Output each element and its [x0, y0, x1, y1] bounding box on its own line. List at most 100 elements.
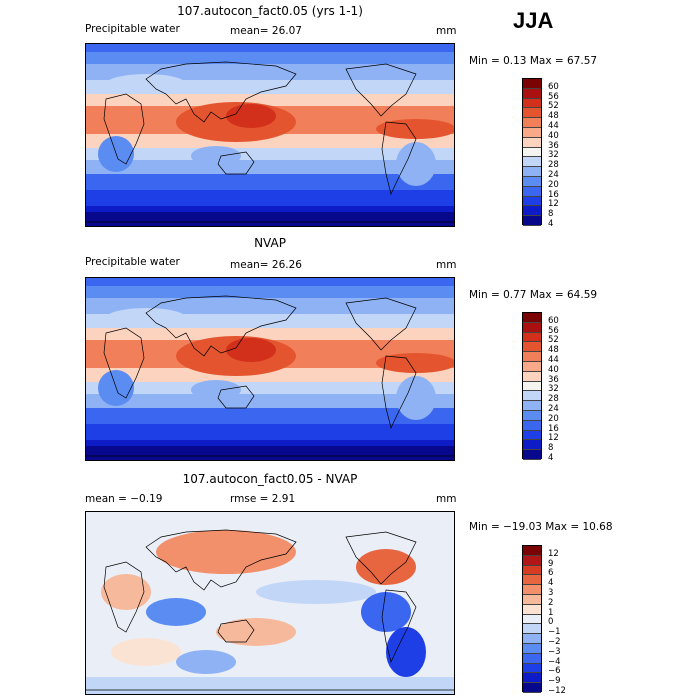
colorbar-tick-label: 3 — [548, 588, 554, 598]
panel2-map — [85, 277, 455, 461]
field-blob — [191, 380, 241, 400]
field-blob — [396, 376, 436, 420]
panel3-minmax: Min = −19.03 Max = 10.68 — [469, 521, 613, 533]
field-blob — [216, 618, 296, 646]
field-blob — [101, 574, 151, 610]
coastline — [381, 355, 417, 430]
panel1-map-svg — [86, 44, 454, 226]
colorbar-swatch — [523, 653, 541, 664]
field-band — [86, 44, 454, 52]
panel3-field — [86, 512, 454, 694]
panel1-units: mm — [436, 25, 457, 37]
panel2-mean-label: mean= 26.26 — [230, 259, 302, 271]
colorbar-tick-label: 8 — [548, 443, 554, 454]
panel3-mean-label: mean = −0.19 — [85, 493, 163, 505]
colorbar-swatch — [523, 196, 541, 207]
colorbar-swatch — [523, 361, 541, 372]
panel1-mean-label: mean= 26.07 — [230, 25, 302, 37]
colorbar-swatch — [523, 614, 541, 625]
colorbar-swatch — [523, 186, 541, 197]
colorbar-swatch — [523, 673, 541, 684]
field-band — [86, 298, 454, 314]
panel1-field — [86, 44, 454, 226]
colorbar-tick-label: −4 — [548, 656, 561, 667]
colorbar-swatch — [523, 147, 541, 158]
panel2-minmax: Min = 0.77 Max = 64.59 — [469, 289, 598, 301]
coastline — [217, 151, 255, 175]
colorbar-tick-label: 52 — [548, 335, 559, 346]
field-blob — [111, 638, 181, 666]
colorbar-swatch — [523, 450, 541, 460]
colorbar-swatch — [523, 391, 541, 402]
colorbar-tick-label: −6 — [548, 666, 561, 677]
colorbar-tick-label: 4 — [548, 219, 554, 229]
colorbar-tick-label: 56 — [548, 91, 559, 102]
colorbar-tick-label: −1 — [548, 627, 561, 638]
colorbar-swatch — [523, 643, 541, 654]
colorbar-tick-label: 32 — [548, 150, 559, 161]
field-blob — [356, 549, 416, 585]
field-blob — [191, 146, 241, 166]
coastline — [345, 63, 417, 117]
colorbar-tick-label: 0 — [548, 617, 554, 628]
colorbar-swatch — [523, 555, 541, 566]
colorbar-swatch — [523, 430, 541, 441]
colorbar-swatch — [523, 98, 541, 109]
colorbar-tick-label: 40 — [548, 130, 559, 141]
colorbar-tick-label: 8 — [548, 209, 554, 220]
panel2-field — [86, 278, 454, 460]
colorbar-tick-label: 9 — [548, 558, 554, 569]
coastline — [381, 121, 417, 196]
colorbar-tick-label: 44 — [548, 121, 559, 131]
colorbar-swatch — [523, 108, 541, 119]
colorbar-swatch — [523, 634, 541, 644]
colorbar-swatch — [523, 313, 541, 323]
field-blob — [376, 119, 454, 139]
colorbar-swatch — [523, 420, 541, 431]
field-band — [86, 160, 454, 174]
field-band — [86, 134, 454, 148]
colorbar-swatch — [523, 332, 541, 343]
colorbar-tick-label: 12 — [548, 548, 559, 559]
panel3-units: mm — [436, 493, 457, 505]
panel2-title: NVAP — [254, 236, 286, 250]
colorbar-swatch — [523, 663, 541, 674]
panel3-map — [85, 511, 455, 695]
colorbar-swatch — [523, 127, 541, 138]
field-band — [86, 52, 454, 64]
colorbar-swatch — [523, 88, 541, 99]
field-band — [86, 64, 454, 80]
colorbar-swatch — [523, 79, 541, 89]
field-blob — [386, 627, 426, 677]
field-blob — [156, 530, 296, 574]
colorbar-swatch — [523, 546, 541, 556]
field-band — [86, 394, 454, 408]
field-band — [86, 424, 454, 440]
panel1-coastlines — [86, 61, 454, 223]
field-band — [86, 286, 454, 298]
colorbar-swatch — [523, 575, 541, 586]
coastline — [217, 385, 255, 409]
panel3-colorbar — [522, 545, 542, 693]
colorbar-swatch — [523, 176, 541, 187]
field-blob — [106, 74, 186, 94]
colorbar-swatch — [523, 440, 541, 451]
panel1-minmax: Min = 0.13 Max = 67.57 — [469, 55, 598, 67]
panel2-units: mm — [436, 259, 457, 271]
panel2-coastlines — [86, 295, 454, 457]
colorbar-tick-label: −9 — [548, 676, 561, 687]
field-band — [86, 212, 454, 226]
field-blob — [226, 104, 276, 128]
colorbar-swatch — [523, 322, 541, 333]
field-blob — [176, 650, 236, 674]
coastline — [381, 589, 417, 664]
colorbar-swatch — [523, 585, 541, 595]
colorbar-tick-label: 1 — [548, 607, 554, 618]
colorbar-tick-label: 20 — [548, 413, 559, 424]
field-band — [86, 148, 454, 160]
panel1-left-label: Precipitable water — [85, 23, 180, 35]
colorbar-swatch — [523, 167, 541, 177]
colorbar-swatch — [523, 565, 541, 576]
colorbar-tick-label: 40 — [548, 364, 559, 375]
colorbar-swatch — [523, 216, 541, 226]
